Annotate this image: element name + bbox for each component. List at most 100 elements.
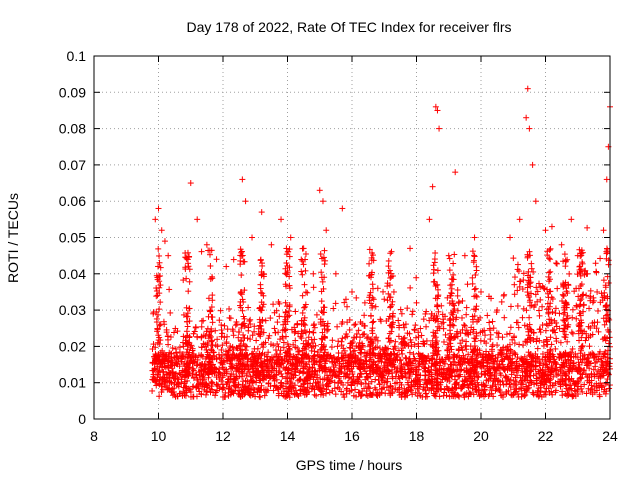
data-point (304, 384, 311, 391)
data-point (413, 299, 420, 306)
data-point (242, 198, 249, 205)
data-point (306, 328, 313, 335)
data-point (471, 252, 478, 259)
data-point (392, 338, 399, 345)
data-point (250, 368, 257, 375)
data-point (378, 358, 385, 365)
data-point (381, 296, 388, 303)
data-point (180, 333, 187, 340)
data-point (581, 381, 588, 388)
data-point (389, 388, 396, 395)
data-point (408, 343, 415, 350)
data-point (450, 322, 457, 329)
data-point (405, 387, 412, 394)
data-point (501, 314, 508, 321)
data-point (464, 281, 471, 288)
data-point (339, 318, 346, 325)
data-point (489, 360, 496, 367)
data-point (576, 375, 583, 382)
data-point (182, 392, 189, 399)
data-point (203, 381, 210, 388)
data-point (422, 310, 429, 317)
data-point (319, 198, 326, 205)
data-point (461, 373, 468, 380)
data-point (305, 334, 312, 341)
data-point (489, 383, 496, 390)
data-point (352, 386, 359, 393)
data-point (595, 375, 602, 382)
data-point (299, 257, 306, 264)
data-point (223, 340, 230, 347)
data-point (471, 234, 478, 241)
data-point (401, 324, 408, 331)
data-point (274, 319, 281, 326)
data-point (409, 308, 416, 315)
data-point (366, 385, 373, 392)
data-point (206, 385, 213, 392)
data-point (487, 375, 494, 382)
data-point (442, 313, 449, 320)
data-point (209, 292, 216, 299)
data-point (321, 304, 328, 311)
data-point (552, 310, 559, 317)
data-point (219, 352, 226, 359)
data-point (417, 325, 424, 332)
data-point (469, 280, 476, 287)
data-point (369, 319, 376, 326)
data-point (505, 347, 512, 354)
data-point (157, 264, 164, 271)
data-point (530, 303, 537, 310)
y-tick-label: 0.1 (67, 48, 87, 64)
data-point (539, 322, 546, 329)
data-point (278, 216, 285, 223)
data-point (282, 333, 289, 340)
data-point (526, 379, 533, 386)
data-point (482, 332, 489, 339)
data-point (531, 381, 538, 388)
data-point (511, 386, 518, 393)
data-point (294, 344, 301, 351)
data-point (358, 349, 365, 356)
data-point (278, 370, 285, 377)
data-point (261, 392, 268, 399)
data-point (185, 263, 192, 270)
data-point (580, 308, 587, 315)
data-point (407, 336, 414, 343)
data-point (284, 367, 291, 374)
data-point (506, 381, 513, 388)
data-point (421, 354, 428, 361)
data-point (537, 329, 544, 336)
data-point (310, 376, 317, 383)
data-point (169, 345, 176, 352)
data-point (347, 351, 354, 358)
data-point (343, 387, 350, 394)
data-point (200, 340, 207, 347)
data-point (360, 364, 367, 371)
data-point (527, 368, 534, 375)
data-point (355, 363, 362, 370)
data-point (446, 267, 453, 274)
data-point (547, 268, 554, 275)
data-point (529, 161, 536, 168)
data-point (156, 393, 163, 400)
data-point (539, 303, 546, 310)
data-point (534, 298, 541, 305)
data-point (156, 306, 163, 313)
data-point (547, 256, 554, 263)
data-point (330, 368, 337, 375)
data-point (472, 272, 479, 279)
data-point (402, 354, 409, 361)
data-point (395, 333, 402, 340)
data-point (553, 260, 560, 267)
data-point (313, 374, 320, 381)
data-point (162, 351, 169, 358)
data-point (453, 379, 460, 386)
data-point (218, 378, 225, 385)
data-point (152, 216, 159, 223)
data-point (313, 392, 320, 399)
data-point (389, 385, 396, 392)
data-point (422, 365, 429, 372)
data-point (440, 325, 447, 332)
data-point (420, 316, 427, 323)
data-point (520, 277, 527, 284)
